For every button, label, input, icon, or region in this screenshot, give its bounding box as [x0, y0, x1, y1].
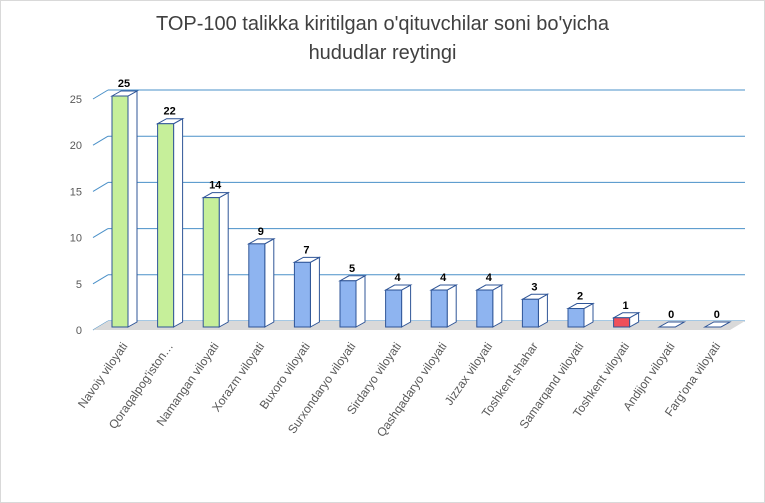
y-tick-label: 15	[70, 186, 82, 198]
bar	[111, 95, 129, 328]
bar	[339, 280, 357, 328]
bar-side	[401, 284, 412, 328]
bar	[202, 197, 220, 328]
chart-floor	[93, 321, 745, 330]
bar-side	[264, 237, 275, 328]
bar	[521, 298, 539, 328]
data-label: 0	[668, 309, 674, 321]
bar	[157, 123, 175, 328]
data-label: 0	[714, 309, 720, 321]
data-label: 2	[577, 291, 583, 303]
data-label: 4	[440, 272, 447, 284]
bar-side	[537, 293, 548, 328]
data-label: 22	[163, 106, 175, 118]
bar	[293, 261, 311, 328]
y-tick-label: 5	[76, 279, 82, 291]
data-label: 14	[209, 180, 222, 192]
bar	[385, 289, 403, 328]
data-label: 4	[395, 272, 402, 284]
gridline-side	[92, 228, 109, 239]
bar-side	[446, 284, 457, 328]
data-label: 9	[258, 226, 264, 238]
category-label: Jizzax viloyati	[442, 340, 496, 408]
y-tick-label: 25	[70, 94, 82, 106]
data-label: 4	[486, 272, 493, 284]
bar	[567, 308, 585, 328]
chart-title: TOP-100 talikka kiritilgan o'qituvchilar…	[0, 10, 765, 68]
chart-title-line-1: TOP-100 talikka kiritilgan o'qituvchilar…	[155, 13, 610, 35]
gridline-side	[92, 274, 109, 285]
data-label: 7	[303, 244, 309, 256]
bar-side	[218, 191, 229, 328]
bar-side	[355, 274, 366, 328]
bar-side	[127, 90, 138, 328]
bar	[430, 289, 448, 328]
data-label: 25	[118, 78, 130, 90]
bar-side	[309, 256, 320, 328]
bar	[613, 317, 631, 328]
gridline-side	[92, 89, 109, 100]
bar	[476, 289, 494, 328]
y-tick-label: 10	[70, 233, 82, 245]
chart-title-line-2: hududlar reytingi	[308, 42, 457, 64]
y-tick-label: 0	[76, 325, 82, 337]
data-label: 3	[531, 281, 537, 293]
bar	[248, 243, 266, 328]
bar-side	[492, 284, 503, 328]
data-label: 1	[623, 300, 629, 312]
data-label: 5	[349, 263, 355, 275]
bar-side	[173, 117, 184, 328]
y-tick-label: 20	[70, 140, 82, 152]
gridline-side	[92, 135, 109, 146]
gridline-side	[92, 181, 109, 192]
